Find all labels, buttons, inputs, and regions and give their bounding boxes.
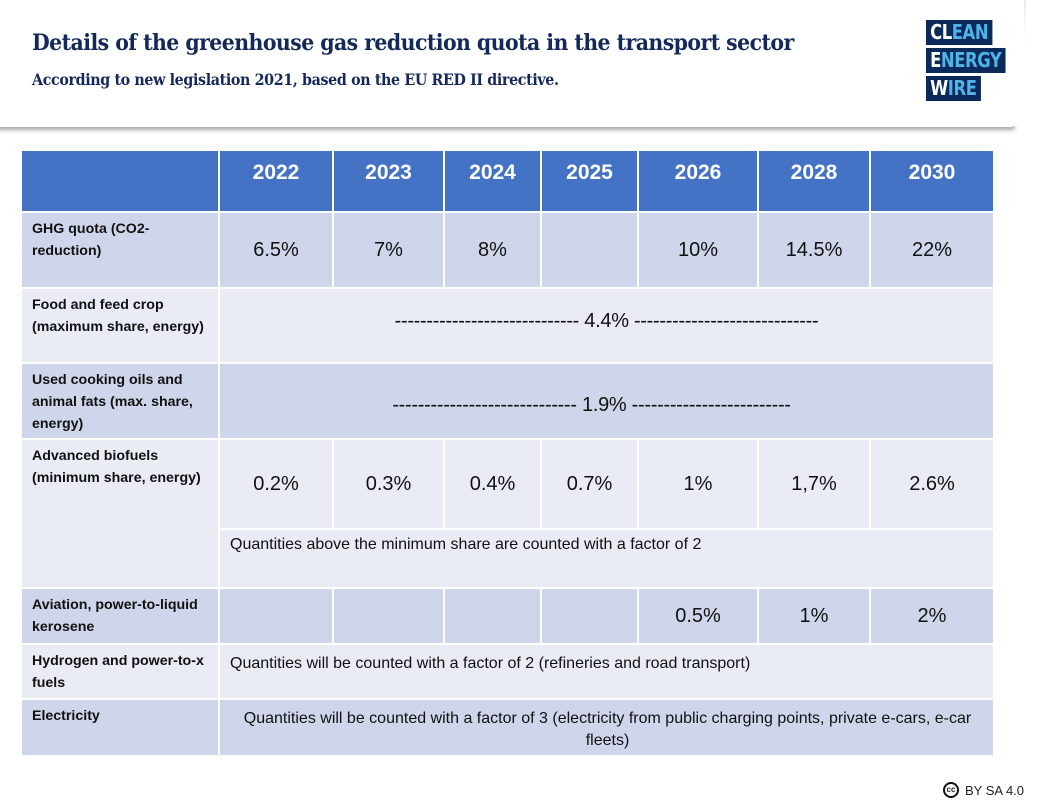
column-header: 2028 <box>757 149 871 213</box>
table-cell: 2.6% <box>869 438 995 530</box>
table-cell: 14.5% <box>757 211 871 289</box>
column-header: 2030 <box>869 149 995 213</box>
hydrogen-note: Quantities will be counted with a factor… <box>218 643 995 700</box>
table-cell: 1,7% <box>757 438 871 530</box>
table-cell <box>218 587 334 645</box>
table-cell: 2% <box>869 587 995 645</box>
page-title: Details of the greenhouse gas reduction … <box>32 30 794 56</box>
license-text: BY SA 4.0 <box>965 782 1025 798</box>
cc-icon: cc <box>943 782 959 798</box>
table-cell: 0.3% <box>332 438 445 530</box>
electricity-note: Quantities will be counted with a factor… <box>218 698 995 757</box>
column-header: 2022 <box>218 149 334 213</box>
table-cell: 6.5% <box>218 211 334 289</box>
row-label: Advanced biofuels (minimum share, energy… <box>20 438 220 589</box>
logo-text: W <box>930 76 948 100</box>
table-row-ghg-quota: GHG quota (CO2-reduction) 6.5% 7% 8% 10%… <box>20 211 995 289</box>
table-cell: 8% <box>443 211 542 289</box>
license-badge: cc BY SA 4.0 <box>943 782 1024 798</box>
row-label: Electricity <box>20 698 220 757</box>
column-header: 2023 <box>332 149 445 213</box>
spanning-value: ----------------------------- 4.4% -----… <box>218 287 995 364</box>
row-label: Used cooking oils and animal fats (max. … <box>20 362 220 440</box>
table-cell: 0.2% <box>218 438 334 530</box>
table-cell: 1% <box>757 587 871 645</box>
table-cell <box>443 587 542 645</box>
table-cell: 1% <box>637 438 759 530</box>
logo-line-3: WIRE <box>926 76 981 101</box>
row-label: Aviation, power-to-liquid kerosene <box>20 587 220 645</box>
table-row-food-feed-crop: Food and feed crop (maximum share, energ… <box>20 287 995 364</box>
table-row-electricity: Electricity Quantities will be counted w… <box>20 698 995 757</box>
row-label: GHG quota (CO2-reduction) <box>20 211 220 289</box>
biofuels-note: Quantities above the minimum share are c… <box>218 528 995 589</box>
table-row-aviation-kerosene: Aviation, power-to-liquid kerosene 0.5% … <box>20 587 995 645</box>
quota-table: 2022 2023 2024 2025 2026 2028 2030 GHG q… <box>20 149 995 757</box>
row-label: Food and feed crop (maximum share, energ… <box>20 287 220 364</box>
logo-text: IRE <box>947 76 977 100</box>
table-cell: 10% <box>637 211 759 289</box>
row-label: Hydrogen and power-to-x fuels <box>20 643 220 700</box>
table-cell: 0.7% <box>540 438 639 530</box>
column-header: 2026 <box>637 149 759 213</box>
spanning-value: ----------------------------- 1.9% -----… <box>218 362 995 440</box>
column-header: 2024 <box>443 149 542 213</box>
table-cell: 0.4% <box>443 438 542 530</box>
logo-text: E <box>930 48 941 72</box>
clean-energy-wire-logo: CLEAN ENERGY WIRE <box>926 20 1023 104</box>
header-corner <box>20 149 220 213</box>
header-row: 2022 2023 2024 2025 2026 2028 2030 <box>20 149 995 213</box>
table-row-advanced-biofuels: Advanced biofuels (minimum share, energy… <box>20 438 995 589</box>
table-cell <box>540 211 639 289</box>
column-header: 2025 <box>540 149 639 213</box>
page-subtitle: According to new legislation 2021, based… <box>32 70 559 89</box>
table-cell <box>332 587 445 645</box>
table-cell: 0.5% <box>637 587 759 645</box>
table-row-cooking-oils: Used cooking oils and animal fats (max. … <box>20 362 995 440</box>
logo-text: CL <box>930 20 952 44</box>
logo-text: NERGY <box>940 48 1002 72</box>
table-cell: 7% <box>332 211 445 289</box>
table-cell: 22% <box>869 211 995 289</box>
logo-line-2: ENERGY <box>926 48 1006 73</box>
table-row-hydrogen: Hydrogen and power-to-x fuels Quantities… <box>20 643 995 700</box>
logo-text: EAN <box>951 20 989 44</box>
logo-line-1: CLEAN <box>926 20 993 45</box>
table-cell <box>540 587 639 645</box>
header-panel-fill <box>0 0 1024 126</box>
